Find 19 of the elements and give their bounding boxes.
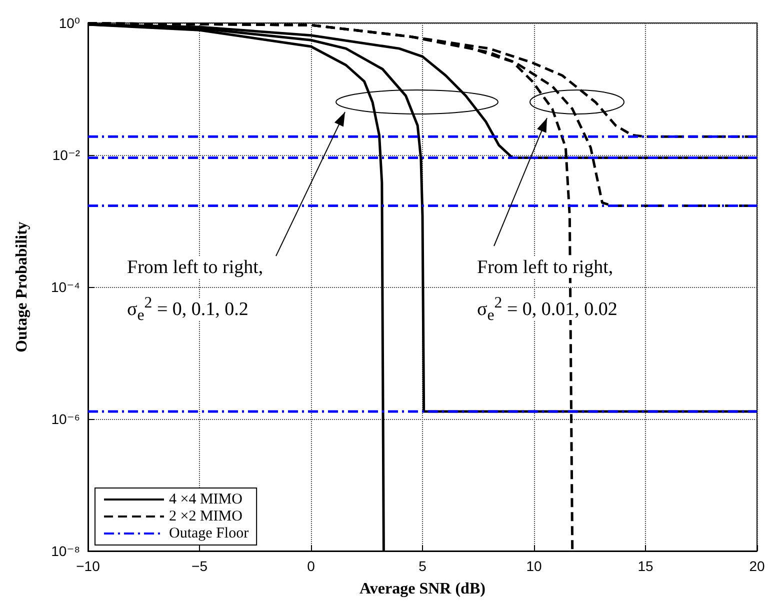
x-tick-label: −10: [76, 558, 100, 574]
x-tick-label: 15: [638, 558, 654, 574]
x-tick-label: 10: [526, 558, 542, 574]
y-tick-label: 10⁻⁶: [51, 411, 80, 427]
y-tick-label: 10⁻⁸: [51, 543, 80, 559]
y-axis-title: Outage Probability: [14, 222, 30, 352]
x-axis-title: Average SNR (dB): [360, 580, 486, 598]
legend-label: Outage Floor: [169, 526, 249, 542]
x-tick-label: 5: [418, 558, 427, 574]
legend-label: 2 ×2 MIMO: [169, 508, 243, 524]
annotation: From left to right, σ$_{e}$$^{2}$ = 0, 0.01, 0.02: [477, 257, 618, 324]
legend-label: 4 ×4 MIMO: [169, 492, 243, 508]
x-tick-label: 0: [307, 558, 316, 574]
x-tick-label: −5: [192, 558, 208, 574]
x-tick-label: 20: [749, 558, 765, 574]
y-tick-label: 10⁻²: [52, 147, 80, 163]
annotation: From left to right, σ$_{e}$$^{2}$ = 0, 0.1, 0.2: [127, 257, 264, 324]
y-tick-label: 10⁻⁴: [51, 279, 80, 295]
y-tick-label: 10⁰: [58, 15, 80, 31]
